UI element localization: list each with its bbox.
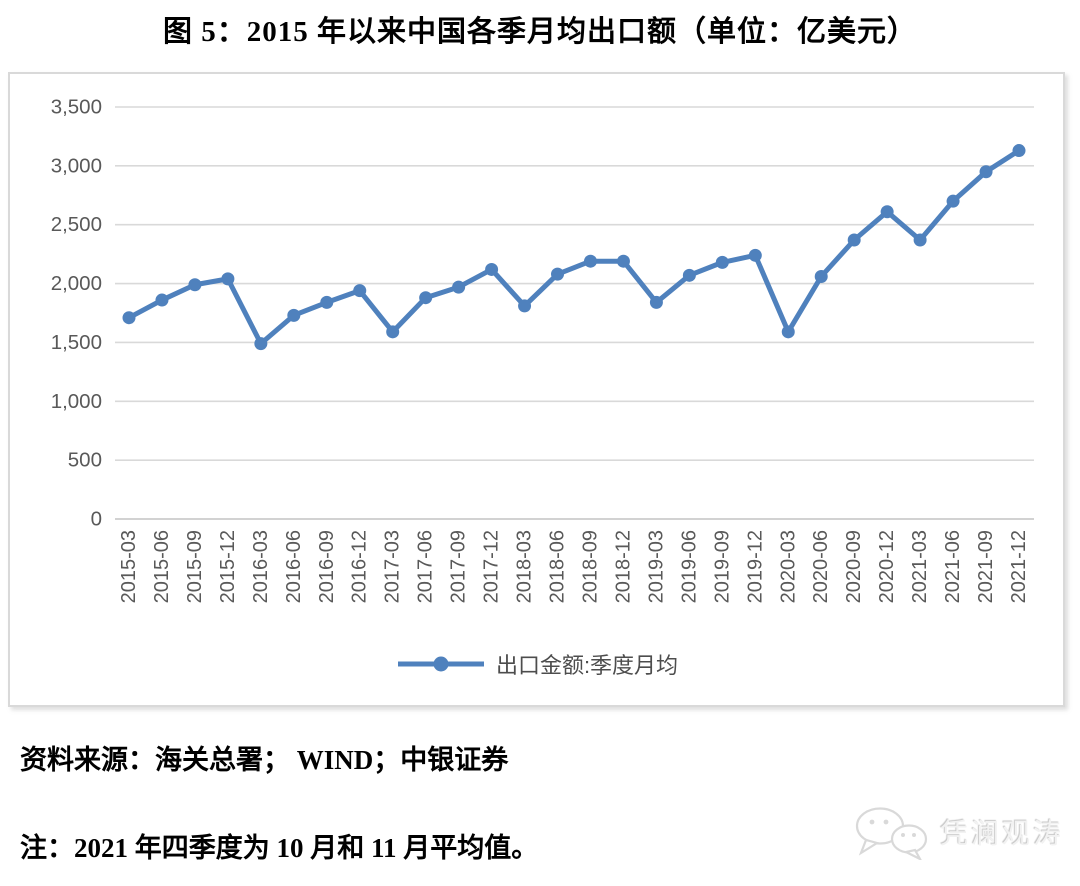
svg-text:2,000: 2,000 <box>51 272 102 295</box>
svg-text:2016-03: 2016-03 <box>250 530 272 603</box>
svg-text:2019-06: 2019-06 <box>678 530 700 603</box>
svg-text:2021-09: 2021-09 <box>975 530 997 603</box>
svg-text:2018-09: 2018-09 <box>579 530 601 603</box>
watermark: 凭澜观涛 <box>852 804 1064 860</box>
svg-text:2016-09: 2016-09 <box>316 530 338 603</box>
svg-text:2018-12: 2018-12 <box>612 530 634 603</box>
svg-text:3,500: 3,500 <box>51 96 102 119</box>
svg-text:2020-12: 2020-12 <box>876 530 898 603</box>
chart-container: 0 500 1,000 1,500 2,000 2,500 3,000 3,500 2015-0… <box>8 72 1065 707</box>
svg-text:2020-06: 2020-06 <box>810 530 832 603</box>
legend: 出口金额:季度月均 <box>10 648 1063 680</box>
source-text: 资料来源：海关总署； WIND；中银证券 <box>20 745 509 775</box>
svg-text:0: 0 <box>91 508 102 531</box>
svg-text:2016-06: 2016-06 <box>283 530 305 603</box>
legend-label: 出口金额:季度月均 <box>495 653 679 678</box>
svg-text:2015-12: 2015-12 <box>217 530 239 603</box>
svg-text:2019-12: 2019-12 <box>744 530 766 603</box>
svg-text:2021-03: 2021-03 <box>909 530 931 603</box>
wechat-icon <box>855 807 928 860</box>
svg-text:2021-06: 2021-06 <box>942 530 964 603</box>
svg-text:2017-03: 2017-03 <box>382 530 404 603</box>
svg-text:500: 500 <box>68 449 102 472</box>
chart-title: 图 5：2015 年以来中国各季月均出口额（单位：亿美元） <box>162 16 917 48</box>
svg-text:2018-03: 2018-03 <box>514 530 536 603</box>
svg-text:1,000: 1,000 <box>51 390 102 413</box>
svg-text:2017-06: 2017-06 <box>415 530 437 603</box>
note-text: 注：2021 年四季度为 10 月和 11 月平均值。 <box>20 833 539 863</box>
svg-text:2015-06: 2015-06 <box>151 530 173 603</box>
svg-text:3,000: 3,000 <box>51 154 102 177</box>
svg-text:2016-12: 2016-12 <box>349 530 371 603</box>
svg-text:2018-06: 2018-06 <box>547 530 569 603</box>
svg-text:2,500: 2,500 <box>51 213 102 236</box>
svg-text:2015-09: 2015-09 <box>184 530 206 603</box>
line-chart: 0 500 1,000 1,500 2,000 2,500 3,000 3,500 2015-0… <box>51 96 1034 603</box>
svg-text:1,500: 1,500 <box>51 331 102 354</box>
svg-text:2019-03: 2019-03 <box>645 530 667 603</box>
svg-text:2015-03: 2015-03 <box>118 530 140 603</box>
svg-text:2020-09: 2020-09 <box>843 530 865 603</box>
svg-text:2017-12: 2017-12 <box>481 530 503 603</box>
watermark-label: 凭澜观涛 <box>939 818 1064 849</box>
svg-text:2020-03: 2020-03 <box>777 530 799 603</box>
svg-text:2021-12: 2021-12 <box>1008 530 1030 603</box>
legend-marker-icon <box>397 656 484 672</box>
svg-text:2019-09: 2019-09 <box>711 530 733 603</box>
svg-text:2017-09: 2017-09 <box>448 530 470 603</box>
